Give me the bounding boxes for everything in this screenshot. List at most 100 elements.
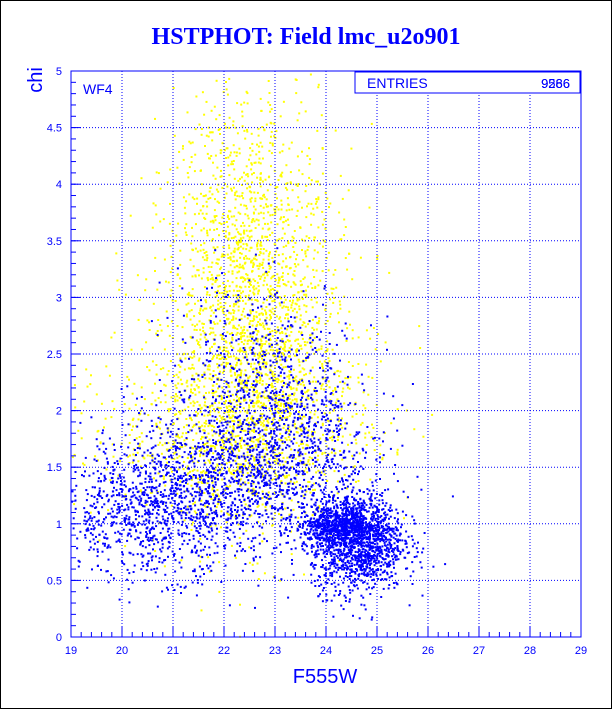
data-point xyxy=(333,371,336,374)
data-point xyxy=(392,527,395,530)
data-point xyxy=(202,195,205,198)
data-point xyxy=(253,257,256,260)
data-point xyxy=(257,504,260,507)
data-point xyxy=(333,594,336,597)
data-point xyxy=(331,543,334,546)
data-point xyxy=(229,210,232,213)
data-point xyxy=(205,134,208,137)
data-point xyxy=(172,87,175,89)
data-point xyxy=(371,542,374,545)
data-point xyxy=(300,532,303,535)
data-point xyxy=(285,305,288,308)
data-point xyxy=(216,246,219,249)
data-point xyxy=(283,283,286,286)
data-point xyxy=(163,565,166,568)
data-point xyxy=(259,416,262,419)
data-point xyxy=(189,470,192,473)
data-point xyxy=(262,425,265,428)
data-point xyxy=(286,416,289,419)
data-point xyxy=(375,532,378,535)
data-point xyxy=(303,341,306,343)
data-point xyxy=(292,299,294,302)
data-point xyxy=(324,322,327,325)
data-point xyxy=(358,516,361,519)
data-point xyxy=(405,567,407,570)
data-point xyxy=(324,567,327,570)
data-point xyxy=(135,425,138,428)
data-point xyxy=(221,415,224,418)
data-point xyxy=(383,548,386,551)
data-point xyxy=(375,473,378,476)
data-point xyxy=(343,295,346,298)
data-point xyxy=(255,339,258,341)
data-point xyxy=(372,573,375,576)
data-point xyxy=(404,539,407,542)
data-point xyxy=(247,294,250,297)
data-point xyxy=(368,506,371,509)
data-point xyxy=(329,574,332,577)
data-point xyxy=(341,517,344,520)
data-point xyxy=(225,462,228,465)
data-point xyxy=(326,510,329,513)
data-point xyxy=(339,567,342,570)
data-point xyxy=(193,355,196,358)
data-point xyxy=(305,528,308,531)
data-point xyxy=(246,234,249,237)
data-point xyxy=(204,299,207,302)
data-point xyxy=(205,392,207,394)
data-point xyxy=(297,196,300,199)
data-point xyxy=(415,547,418,550)
data-point xyxy=(228,399,231,402)
data-point xyxy=(220,363,223,366)
data-point xyxy=(291,309,294,312)
data-point xyxy=(364,558,367,561)
data-point xyxy=(275,315,278,318)
data-point xyxy=(80,437,83,440)
data-point xyxy=(372,327,375,329)
data-point xyxy=(371,579,374,582)
data-point xyxy=(321,367,324,370)
data-point xyxy=(212,356,215,359)
data-point xyxy=(314,287,317,289)
data-point xyxy=(357,516,360,519)
data-point xyxy=(240,266,243,269)
data-point xyxy=(343,473,346,476)
data-point xyxy=(240,429,243,432)
data-point xyxy=(207,279,210,282)
data-point xyxy=(354,571,357,573)
data-point xyxy=(267,295,270,298)
data-point xyxy=(266,205,269,208)
data-point xyxy=(285,429,288,432)
data-point xyxy=(301,324,304,327)
data-point xyxy=(303,520,306,523)
data-point xyxy=(211,276,214,279)
data-point xyxy=(256,505,259,508)
data-point xyxy=(311,430,314,433)
data-point xyxy=(350,568,353,571)
data-point xyxy=(228,290,231,293)
data-point xyxy=(383,541,386,544)
data-point xyxy=(163,348,166,351)
data-point xyxy=(252,278,255,281)
data-point xyxy=(256,242,259,245)
data-point xyxy=(265,429,268,431)
data-point xyxy=(369,559,372,562)
data-point xyxy=(376,526,379,528)
data-point xyxy=(301,446,304,449)
data-point xyxy=(234,556,237,559)
data-point xyxy=(333,538,336,541)
data-point xyxy=(208,157,210,160)
data-point xyxy=(111,400,114,403)
data-point xyxy=(164,384,167,387)
data-point xyxy=(341,417,343,420)
data-point xyxy=(157,172,160,175)
data-point xyxy=(339,553,342,556)
data-point xyxy=(255,493,258,496)
data-point xyxy=(289,518,292,521)
data-point xyxy=(270,311,273,314)
data-point xyxy=(156,288,159,291)
data-point xyxy=(263,196,266,199)
data-point xyxy=(250,132,253,135)
data-point xyxy=(233,385,236,388)
data-point xyxy=(280,199,283,202)
